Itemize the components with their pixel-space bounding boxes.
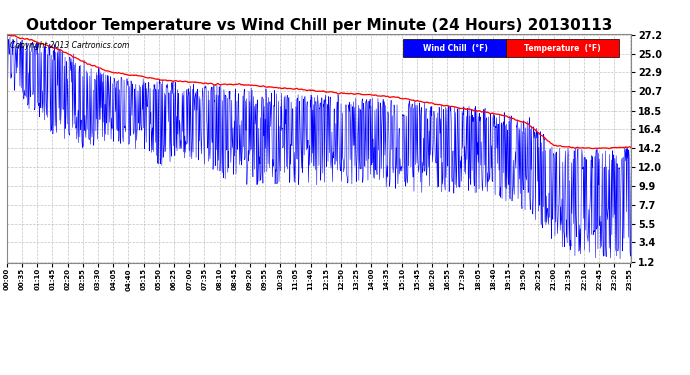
Title: Outdoor Temperature vs Wind Chill per Minute (24 Hours) 20130113: Outdoor Temperature vs Wind Chill per Mi… bbox=[26, 18, 612, 33]
Text: Copyright 2013 Cartronics.com: Copyright 2013 Cartronics.com bbox=[10, 40, 130, 50]
FancyBboxPatch shape bbox=[404, 39, 506, 57]
Text: Temperature  (°F): Temperature (°F) bbox=[524, 44, 601, 52]
Text: Wind Chill  (°F): Wind Chill (°F) bbox=[422, 44, 487, 52]
FancyBboxPatch shape bbox=[506, 39, 619, 57]
